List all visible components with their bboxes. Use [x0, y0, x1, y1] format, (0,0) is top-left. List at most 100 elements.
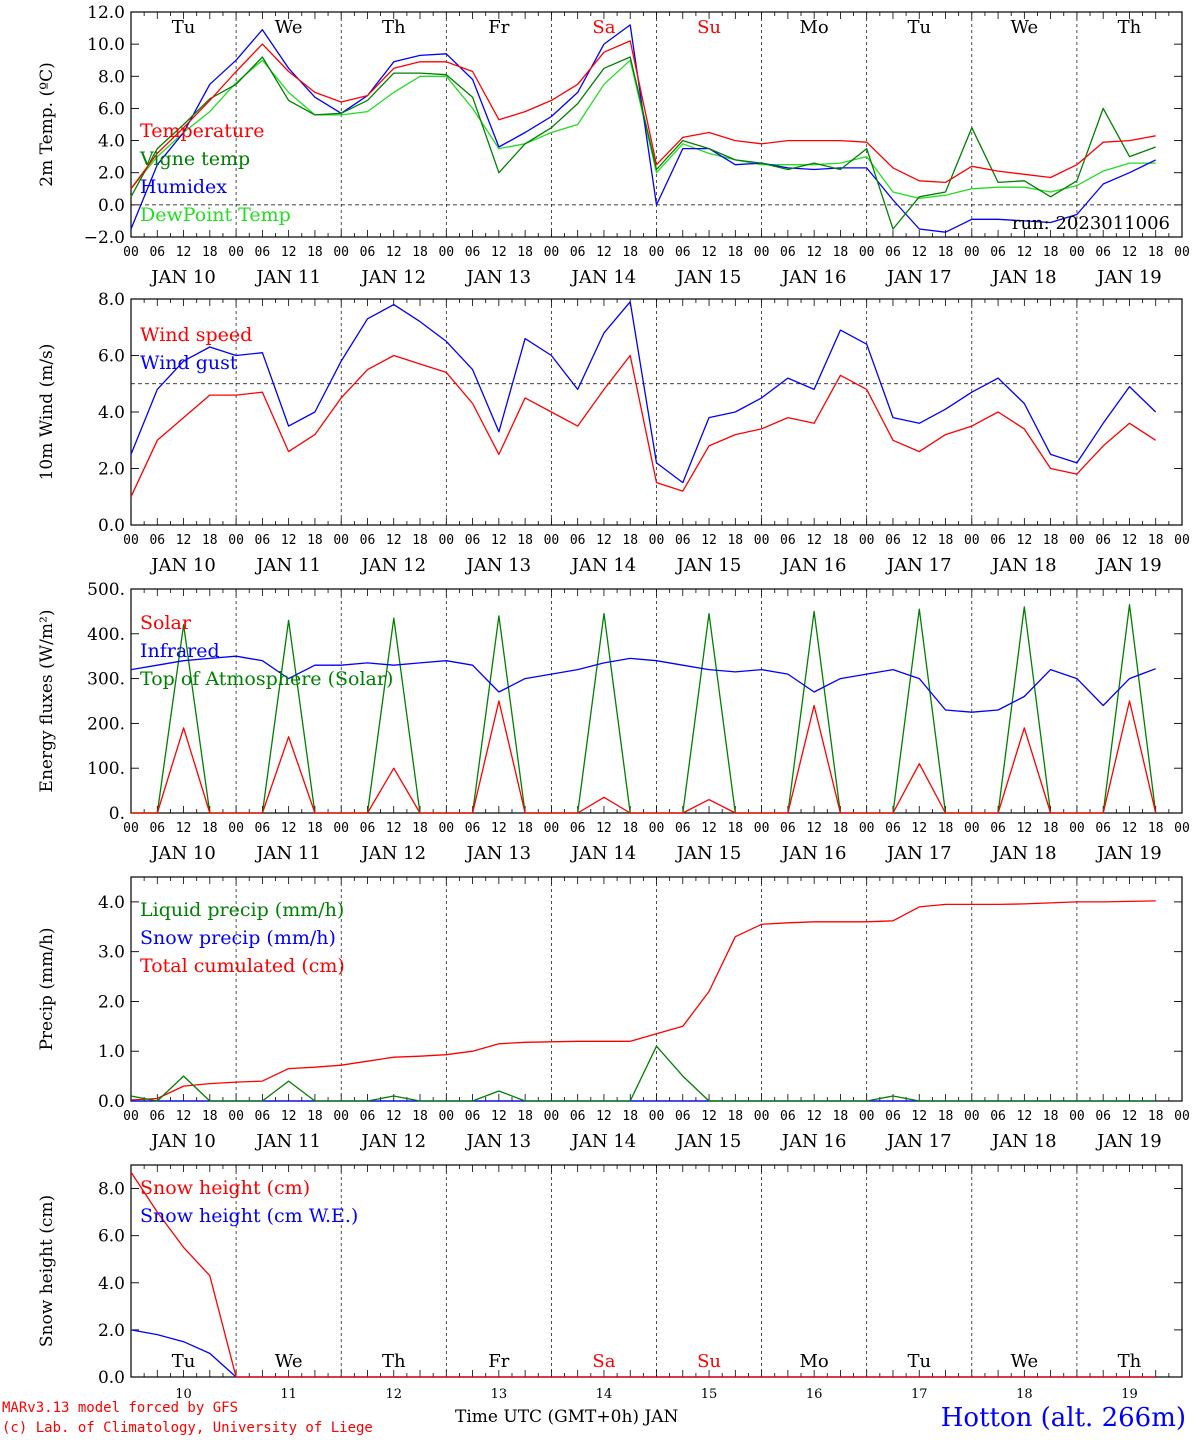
day-name: We	[275, 17, 303, 38]
hour-tick-label: 18	[412, 821, 428, 836]
hour-tick-label: 18	[727, 245, 743, 260]
date-label: JAN 10	[149, 555, 216, 576]
hour-tick-label: 00	[1069, 1109, 1085, 1124]
series-line-total-cumulated-cm-	[130, 900, 1156, 1101]
day-name: Sa	[592, 1351, 615, 1372]
hour-tick-label: 00	[228, 533, 244, 548]
hour-tick-label: 00	[123, 821, 139, 836]
y-tick-label: 12.0	[87, 3, 125, 23]
day-name: Sa	[592, 17, 615, 38]
hour-tick-label: 06	[360, 245, 376, 260]
hour-tick-label: 00	[859, 821, 875, 836]
date-label: JAN 13	[465, 267, 532, 288]
hour-tick-label: 12	[281, 533, 297, 548]
hour-tick-label: 18	[833, 821, 849, 836]
hour-tick-label: 00	[333, 1109, 349, 1124]
hour-tick-label: 18	[833, 245, 849, 260]
hour-tick-label: 00	[964, 821, 980, 836]
series-line-temperature	[130, 40, 1156, 190]
hour-tick-label: 12	[701, 1109, 717, 1124]
hour-tick-label: 06	[149, 821, 165, 836]
day-name: Th	[382, 1351, 406, 1372]
hour-tick-label: 00	[333, 821, 349, 836]
hour-tick-label: 18	[622, 245, 638, 260]
date-label: 18	[1016, 1387, 1033, 1402]
hour-tick-label: 12	[911, 533, 927, 548]
hour-tick-label: 18	[517, 821, 533, 836]
hour-tick-label: 00	[544, 821, 560, 836]
hour-tick-label: 12	[176, 245, 192, 260]
hour-tick-label: 00	[123, 1109, 139, 1124]
hour-tick-label: 12	[281, 1109, 297, 1124]
hour-tick-label: 00	[123, 245, 139, 260]
legend-entry: Temperature	[140, 120, 264, 142]
y-tick-label: 200.	[87, 714, 125, 734]
hour-tick-label: 00	[1069, 533, 1085, 548]
legend-entry: Infrared	[140, 640, 220, 662]
hour-tick-label: 06	[885, 533, 901, 548]
date-label: JAN 15	[675, 843, 742, 864]
legend-entry: Snow height (cm W.E.)	[140, 1205, 358, 1227]
hour-tick-label: 12	[491, 245, 507, 260]
series-line-vigne-temp	[130, 56, 1156, 230]
hour-tick-label: 00	[859, 245, 875, 260]
y-tick-label: 3.0	[98, 943, 125, 963]
y-tick-label: 2.0	[98, 460, 125, 480]
hour-tick-label: 00	[544, 533, 560, 548]
hour-tick-label: 18	[202, 245, 218, 260]
date-label: JAN 19	[1095, 1131, 1162, 1152]
y-tick-label: 8.0	[98, 67, 125, 87]
hour-tick-label: 12	[386, 533, 402, 548]
hour-tick-label: 00	[859, 533, 875, 548]
series-line-wind-gust	[130, 301, 1157, 484]
hour-tick-label: 18	[307, 533, 323, 548]
y-axis-label: Precip (mm/h)	[37, 927, 57, 1050]
hour-tick-label: 12	[806, 1109, 822, 1124]
legend-entry: Wind gust	[140, 352, 238, 374]
date-label: JAN 10	[149, 843, 216, 864]
date-label: 14	[596, 1387, 613, 1402]
hour-tick-label: 18	[833, 1109, 849, 1124]
hour-tick-label: 06	[990, 245, 1006, 260]
series-line-liquid-precip-mm-h-	[130, 1045, 1156, 1102]
hour-tick-label: 12	[491, 533, 507, 548]
day-name: Tu	[172, 17, 196, 38]
hour-tick-label: 12	[701, 533, 717, 548]
hour-tick-label: 00	[438, 1109, 454, 1124]
hour-tick-label: 06	[1095, 245, 1111, 260]
y-axis-label: Snow height (cm)	[37, 1195, 57, 1347]
day-name: Mo	[800, 1351, 829, 1372]
hour-tick-label: 00	[333, 245, 349, 260]
hour-tick-label: 12	[1017, 245, 1033, 260]
hour-tick-label: 18	[517, 533, 533, 548]
hour-tick-label: 12	[491, 1109, 507, 1124]
y-axis-label: 10m Wind (m/s)	[37, 344, 57, 481]
y-tick-label: 0.0	[98, 1368, 125, 1388]
hour-tick-label: 06	[780, 245, 796, 260]
date-label: JAN 13	[465, 1131, 532, 1152]
hour-tick-label: 00	[964, 1109, 980, 1124]
date-label: JAN 11	[254, 555, 321, 576]
day-name: We	[1011, 17, 1039, 38]
hour-tick-label: 00	[544, 1109, 560, 1124]
y-tick-label: 500.	[87, 580, 125, 600]
day-name: Fr	[488, 1351, 509, 1372]
hour-tick-label: 18	[622, 1109, 638, 1124]
hour-tick-label: 00	[228, 821, 244, 836]
hour-tick-label: 00	[544, 245, 560, 260]
hour-tick-label: 18	[727, 821, 743, 836]
y-tick-label: −2.0	[84, 228, 125, 248]
hour-tick-label: 12	[1017, 533, 1033, 548]
day-name: Mo	[800, 17, 829, 38]
hour-tick-label: 18	[938, 245, 954, 260]
hour-tick-label: 12	[596, 1109, 612, 1124]
date-label: JAN 16	[780, 267, 847, 288]
date-label: JAN 17	[885, 843, 952, 864]
date-label: 10	[175, 1387, 192, 1402]
hour-tick-label: 00	[123, 533, 139, 548]
hour-tick-label: 12	[701, 821, 717, 836]
hour-tick-label: 06	[360, 1109, 376, 1124]
y-tick-label: 10.0	[87, 35, 125, 55]
legend-entry: Top of Atmosphere (Solar)	[140, 668, 393, 690]
